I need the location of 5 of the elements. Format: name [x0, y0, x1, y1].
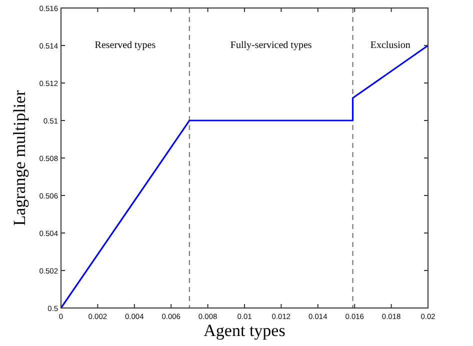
y-axis-title: Lagrange multiplier	[10, 90, 29, 226]
annotation: Exclusion	[370, 40, 410, 51]
annotation: Fully-serviced types	[230, 40, 312, 51]
annotation: Reserved types	[94, 40, 156, 51]
x-axis-title: Agent types	[204, 321, 286, 340]
